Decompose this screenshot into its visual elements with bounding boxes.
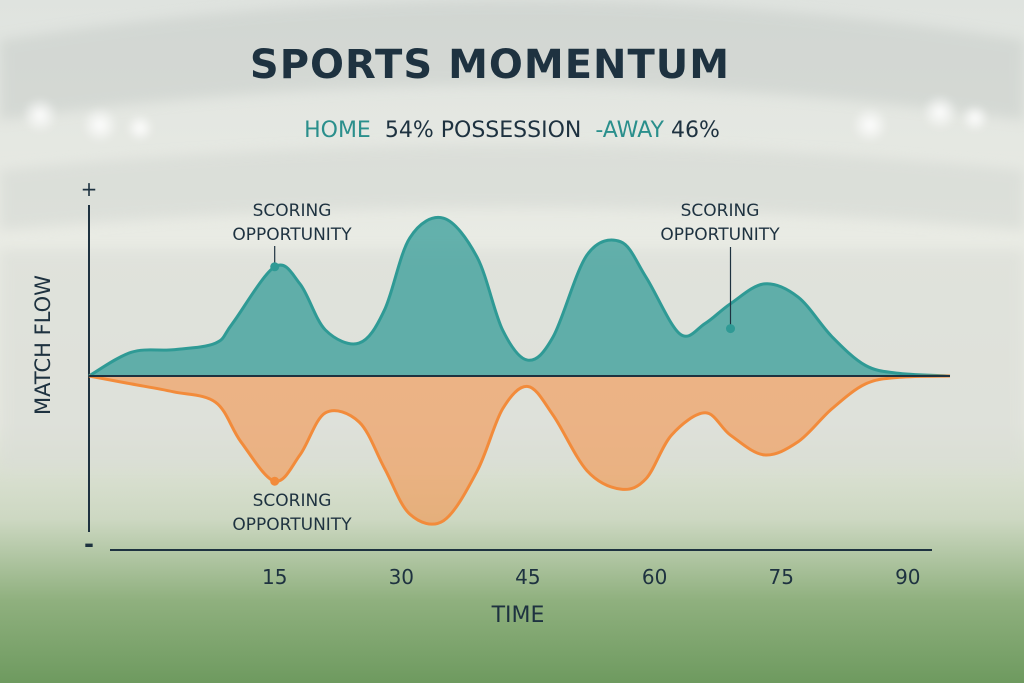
y-axis-label: MATCH FLOW <box>31 275 55 415</box>
annotation-label-line1: SCORING <box>253 491 332 511</box>
possession-text: 54% POSSESSION <box>384 118 582 143</box>
chart-subtitle: HOME 54% POSSESSION -AWAY 46% <box>0 118 1024 143</box>
scoring-opportunity-marker <box>270 476 280 486</box>
y-axis-minus-marker: - <box>84 530 94 558</box>
x-tick-label: 75 <box>768 565 793 589</box>
x-tick-label: 45 <box>515 565 540 589</box>
x-axis-label: TIME <box>491 603 545 628</box>
scoring-opportunity-marker <box>270 262 280 272</box>
home-series-area <box>89 217 950 376</box>
away-value: 46% <box>670 118 720 143</box>
away-label: -AWAY <box>595 118 664 143</box>
annotation-label-line2: OPPORTUNITY <box>232 225 352 245</box>
annotation-label-line2: OPPORTUNITY <box>232 515 352 535</box>
y-axis-plus-marker: + <box>81 177 98 201</box>
away-series-area <box>89 376 950 525</box>
annotation-label-line2: OPPORTUNITY <box>660 225 780 245</box>
scoring-opportunity-marker <box>726 324 735 334</box>
annotation-label-line1: SCORING <box>253 201 332 221</box>
x-tick-label: 30 <box>389 565 414 589</box>
x-tick-label: 15 <box>262 565 287 589</box>
annotation-label-line1: SCORING <box>681 201 760 221</box>
stadium-lights <box>22 94 989 143</box>
away-series-line <box>88 374 951 526</box>
home-label: HOME <box>304 118 371 143</box>
x-tick-label: 60 <box>642 565 667 589</box>
x-tick-label: 90 <box>895 565 920 589</box>
home-series-line <box>88 215 951 378</box>
chart-title: SPORTS MOMENTUM <box>249 42 731 88</box>
